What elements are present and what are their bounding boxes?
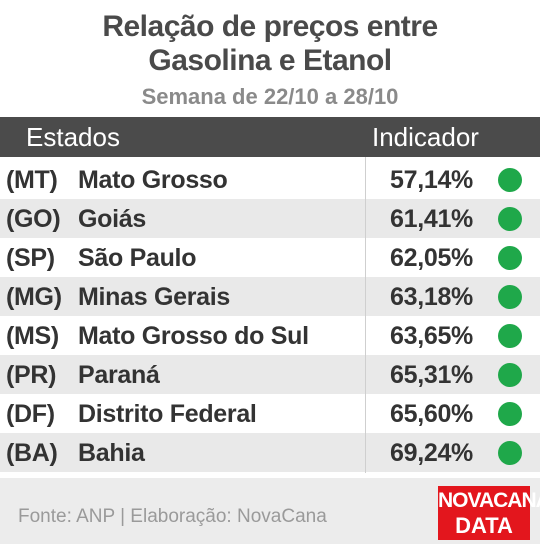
indicator-value: 65,31% [390, 361, 473, 389]
logo-text: DATA [455, 513, 513, 538]
footer: Fonte: ANP | Elaboração: NovaCana NOVACA… [0, 478, 540, 544]
state-code: (MS) [6, 322, 59, 350]
state-code: (SP) [6, 244, 55, 272]
state-code: (PR) [6, 361, 57, 389]
indicator-value: 69,24% [390, 439, 473, 467]
indicator-value: 61,41% [390, 205, 473, 233]
logo: NOVACANA DATA [438, 486, 540, 540]
state-name: Bahia [78, 439, 145, 467]
state-name: Paraná [78, 361, 160, 389]
source: Fonte: ANP | Elaboração: NovaCana [18, 506, 327, 527]
state-name: Mato Grosso do Sul [78, 322, 309, 350]
table-header: Estados Indicador [0, 117, 540, 157]
subtitle: Semana de 22/10 a 28/10 [141, 84, 399, 109]
indicator-value: 63,65% [390, 322, 473, 350]
status-dot [498, 168, 522, 192]
state-name: Minas Gerais [78, 283, 231, 311]
indicator-value: 63,18% [390, 283, 473, 311]
status-dot [498, 324, 522, 348]
column-header: Indicador [372, 122, 479, 152]
state-code: (GO) [6, 205, 61, 233]
status-dot [498, 285, 522, 309]
state-code: (MG) [6, 283, 62, 311]
status-dot [498, 402, 522, 426]
logo-text: NOVACANA [438, 489, 540, 512]
state-code: (MT) [6, 166, 58, 194]
status-dot [498, 246, 522, 270]
title-line: Relação de preços entre [102, 10, 438, 43]
table-row: (BA) Bahia 69,24% [0, 433, 540, 472]
status-dot [498, 363, 522, 387]
title-line: Gasolina e Etanol [148, 44, 392, 77]
table-row: (SP) São Paulo 62,05% [0, 238, 540, 277]
status-dot [498, 207, 522, 231]
state-name: Distrito Federal [78, 400, 257, 428]
state-code: (BA) [6, 439, 58, 467]
table-row: (MG) Minas Gerais 63,18% [0, 277, 540, 316]
indicator-value: 65,60% [390, 400, 473, 428]
status-dot [498, 441, 522, 465]
table-row: (GO) Goiás 61,41% [0, 199, 540, 238]
table-row: (DF) Distrito Federal 65,60% [0, 394, 540, 433]
column-header: Estados [26, 122, 120, 152]
column-separator [365, 157, 366, 473]
state-name: Mato Grosso [78, 166, 228, 194]
indicator-value: 57,14% [390, 166, 473, 194]
state-code: (DF) [6, 400, 55, 428]
table-row: (PR) Paraná 65,31% [0, 355, 540, 394]
indicator-value: 62,05% [390, 244, 473, 272]
table-row: (MT) Mato Grosso 57,14% [0, 160, 540, 199]
table-row: (MS) Mato Grosso do Sul 63,65% [0, 316, 540, 355]
state-name: São Paulo [78, 244, 197, 272]
state-name: Goiás [78, 205, 146, 233]
